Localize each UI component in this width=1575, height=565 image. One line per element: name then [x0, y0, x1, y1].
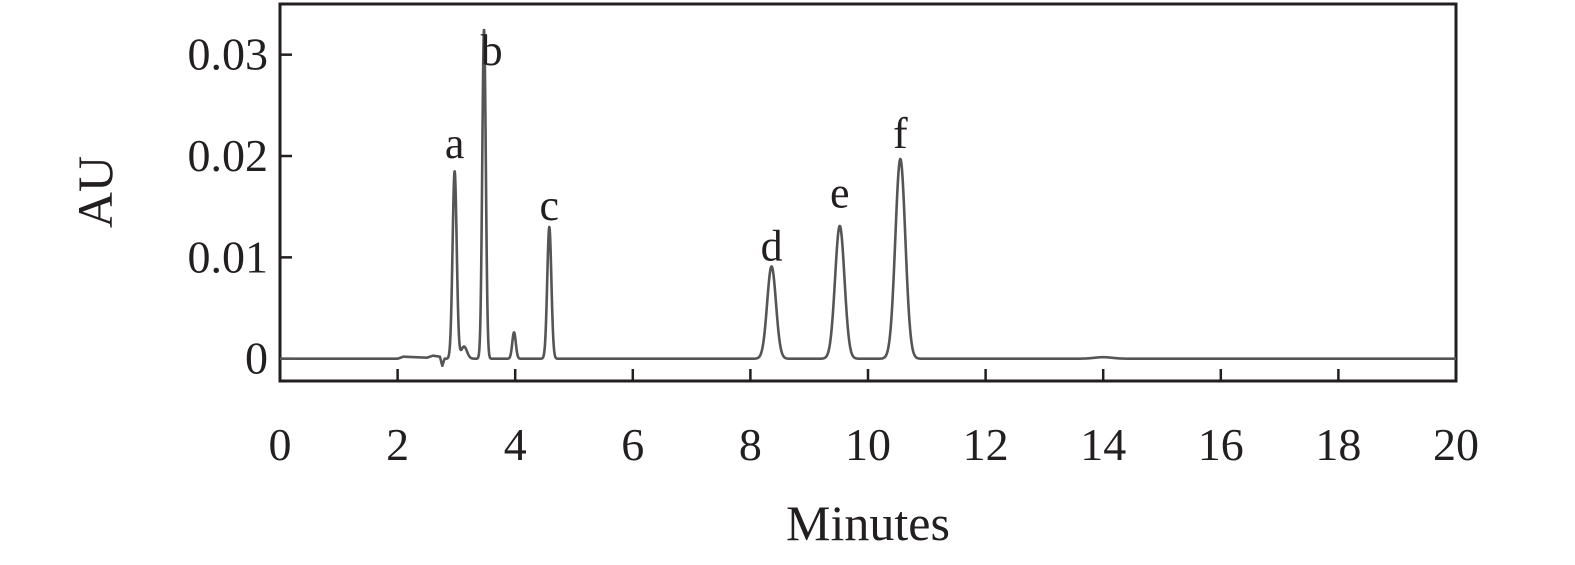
x-axis-title: Minutes — [786, 495, 950, 551]
peak-label-d: d — [761, 221, 783, 270]
x-tick-label: 14 — [1080, 419, 1126, 470]
peak-label-f: f — [893, 109, 908, 158]
x-axis: 0 2 4 6 8 10 12 14 16 18 20 — [269, 369, 1479, 470]
y-tick-label: 0.02 — [188, 130, 269, 181]
x-tick-label: 12 — [963, 419, 1009, 470]
peak-label-b: b — [481, 26, 503, 75]
peak-label-a: a — [445, 119, 465, 168]
peak-label-c: c — [540, 181, 560, 230]
chromatogram-trace — [278, 28, 1458, 368]
x-tick-label: 16 — [1198, 419, 1244, 470]
x-tick-label: 18 — [1315, 419, 1361, 470]
y-tick-label: 0.03 — [188, 29, 269, 80]
x-tick-label: 6 — [621, 419, 644, 470]
x-tick-label: 20 — [1433, 419, 1479, 470]
x-tick-label: 0 — [269, 419, 292, 470]
x-tick-label: 10 — [845, 419, 891, 470]
y-tick-label: 0.01 — [188, 231, 269, 282]
x-tick-label: 4 — [504, 419, 527, 470]
x-tick-label: 2 — [386, 419, 409, 470]
x-tick-label: 8 — [739, 419, 762, 470]
y-axis: 0 0.01 0.02 0.03 — [188, 29, 292, 384]
y-tick-label: 0 — [245, 333, 268, 384]
y-axis-title: AU — [67, 156, 123, 228]
peak-label-e: e — [830, 169, 850, 218]
peak-labels: ab c def — [445, 26, 908, 271]
